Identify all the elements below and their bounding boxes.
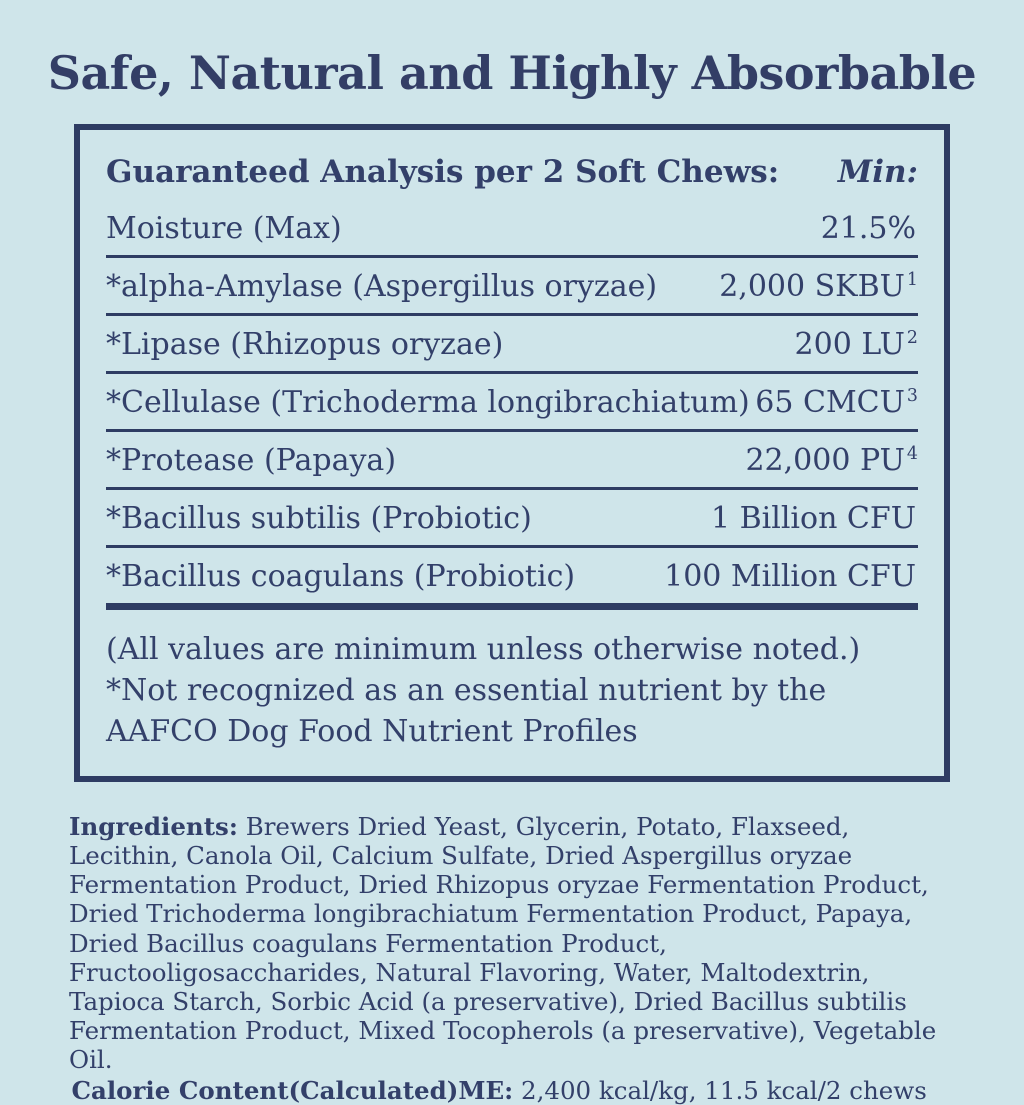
value-superscript: 3: [906, 386, 918, 406]
ingredients-text: Brewers Dried Yeast, Glycerin, Potato, F…: [69, 812, 937, 1074]
ingredients-label: Ingredients:: [69, 812, 238, 842]
row-value: 22,000 PU 4: [745, 443, 918, 478]
analysis-row-lipase: *Lipase (Rhizopus oryzae) 200 LU 2: [106, 316, 918, 374]
calorie-content-line: Calorie Content(Calculated)ME: 2,400 kca…: [67, 1076, 958, 1105]
row-name: Moisture (Max): [106, 211, 342, 246]
calorie-content-label: Calorie Content(Calculated)ME:: [71, 1075, 514, 1105]
row-value: 65 CMCU 3: [755, 385, 918, 420]
row-name: *alpha-Amylase (Aspergillus oryzae): [106, 269, 658, 304]
row-value: 2,000 SKBU 1: [719, 269, 918, 304]
ingredients-paragraph: Ingredients: Brewers Dried Yeast, Glycer…: [69, 812, 955, 1073]
row-value: 200 LU 2: [794, 327, 918, 362]
row-name: *Lipase (Rhizopus oryzae): [106, 327, 504, 362]
analysis-row-bacillus-subtilis: *Bacillus subtilis (Probiotic) 1 Billion…: [106, 490, 918, 548]
analysis-header-row: Guaranteed Analysis per 2 Soft Chews: Mi…: [106, 146, 918, 200]
guaranteed-analysis-panel: Guaranteed Analysis per 2 Soft Chews: Mi…: [74, 124, 950, 783]
footnote-line-aafco-note: *Not recognized as an essential nutrient…: [106, 672, 827, 749]
row-name: *Cellulase (Trichoderma longibrachiatum): [106, 385, 750, 420]
analysis-header-label: Guaranteed Analysis per 2 Soft Chews:: [106, 154, 780, 190]
analysis-min-column-label: Min:: [837, 154, 918, 190]
analysis-row-alpha-amylase: *alpha-Amylase (Aspergillus oryzae) 2,00…: [106, 258, 918, 316]
row-value: 21.5%: [820, 211, 916, 246]
analysis-row-moisture: Moisture (Max) 21.5%: [106, 200, 918, 258]
value-superscript: 4: [906, 444, 918, 464]
calorie-content-value: 2,400 kcal/kg, 11.5 kcal/2 chews: [513, 1075, 927, 1105]
value-superscript: 2: [906, 328, 918, 348]
page-title: Safe, Natural and Highly Absorbable: [47, 46, 977, 100]
analysis-row-cellulase: *Cellulase (Trichoderma longibrachiatum)…: [106, 374, 918, 432]
row-name: *Bacillus subtilis (Probiotic): [106, 501, 532, 536]
analysis-row-protease: *Protease (Papaya) 22,000 PU 4: [106, 432, 918, 490]
value-superscript: 1: [906, 270, 918, 290]
row-value: 100 Million CFU: [664, 559, 916, 594]
row-name: *Protease (Papaya): [106, 443, 397, 478]
row-name: *Bacillus coagulans (Probiotic): [106, 559, 576, 594]
footnote-line-minimum-note: (All values are minimum unless otherwise…: [106, 632, 861, 667]
row-value: 1 Billion CFU: [710, 501, 916, 536]
analysis-row-bacillus-coagulans: *Bacillus coagulans (Probiotic) 100 Mill…: [106, 548, 918, 610]
analysis-footnote: (All values are minimum unless otherwise…: [106, 630, 918, 752]
